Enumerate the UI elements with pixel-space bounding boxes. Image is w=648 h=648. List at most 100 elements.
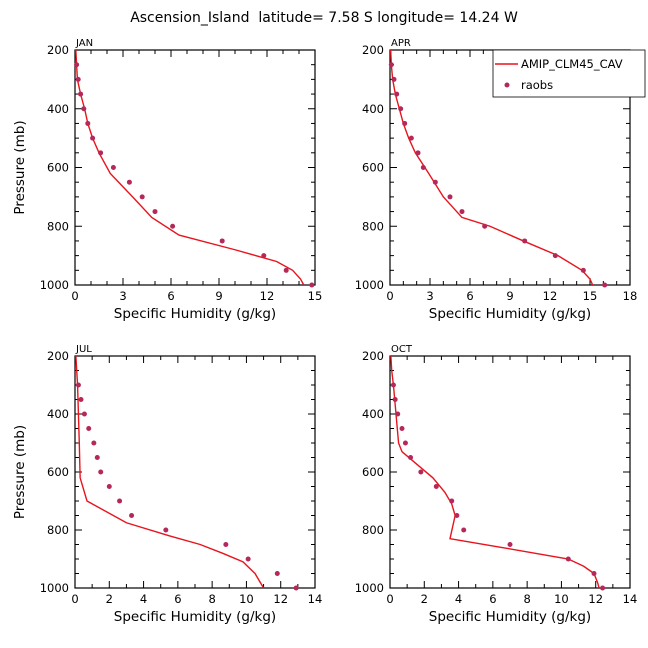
x-tick-label: 6	[466, 289, 473, 303]
obs-point	[602, 282, 608, 288]
x-tick-label: 0	[71, 592, 78, 606]
x-tick-label: 0	[386, 289, 393, 303]
obs-point	[391, 76, 397, 82]
obs-point	[75, 382, 81, 388]
obs-point	[75, 76, 81, 82]
y-tick-label: 200	[47, 43, 69, 57]
obs-point	[261, 253, 267, 259]
obs-point	[117, 498, 123, 504]
y-tick-label: 400	[47, 407, 69, 421]
obs-point	[402, 120, 408, 126]
obs-point	[129, 513, 135, 518]
x-tick-label: 0	[386, 592, 393, 606]
x-tick-label: 6	[174, 592, 181, 606]
y-tick-label: 1000	[355, 581, 384, 595]
panel-label: JAN	[75, 38, 93, 49]
obs-point	[402, 440, 408, 446]
y-tick-label: 800	[47, 523, 69, 537]
y-tick-label: 600	[362, 161, 384, 175]
x-tick-label: 18	[623, 289, 638, 303]
obs-point	[74, 62, 80, 68]
series-line-model	[390, 50, 594, 285]
obs-point	[139, 194, 145, 200]
obs-point	[420, 165, 426, 170]
x-tick-label: 14	[623, 592, 638, 606]
x-tick-label: 15	[308, 289, 323, 303]
obs-point	[482, 223, 488, 229]
x-tick-label: 10	[239, 592, 254, 606]
y-tick-label: 600	[362, 465, 384, 479]
obs-point	[78, 397, 84, 402]
y-tick-label: 400	[362, 102, 384, 116]
obs-point	[78, 91, 84, 97]
obs-point	[81, 411, 87, 417]
obs-point	[163, 527, 169, 533]
obs-point	[126, 179, 132, 185]
obs-point	[91, 440, 97, 446]
panel-label: APR	[391, 38, 411, 49]
obs-point	[94, 455, 100, 460]
x-tick-label: 3	[426, 289, 433, 303]
obs-point	[390, 382, 396, 388]
x-tick-label: 8	[523, 592, 530, 606]
obs-point	[418, 469, 424, 475]
obs-point	[85, 120, 91, 126]
x-tick-label: 0	[71, 289, 78, 303]
obs-point	[86, 426, 92, 431]
plot-frame	[74, 355, 316, 589]
obs-point	[392, 397, 398, 402]
obs-point	[447, 194, 453, 200]
y-axis-title: Pressure (mb)	[12, 120, 28, 214]
x-axis-title: Specific Humidity (g/kg)	[429, 306, 591, 322]
obs-point	[106, 484, 112, 489]
obs-point	[591, 571, 597, 576]
x-tick-label: 9	[215, 289, 222, 303]
y-tick-label: 200	[362, 349, 384, 363]
x-tick-label: 4	[455, 592, 462, 606]
y-tick-label: 200	[362, 43, 384, 57]
y-tick-label: 1000	[355, 278, 384, 292]
obs-point	[98, 469, 104, 475]
y-tick-label: 200	[47, 349, 69, 363]
obs-point	[152, 209, 158, 215]
obs-point	[394, 91, 400, 97]
obs-point	[600, 585, 606, 591]
obs-point	[459, 209, 465, 215]
legend-obs-swatch	[504, 82, 510, 88]
obs-point	[408, 455, 414, 460]
obs-point	[90, 135, 96, 141]
obs-point	[433, 484, 439, 489]
obs-point	[309, 282, 315, 288]
y-tick-label: 400	[47, 102, 69, 116]
legend-obs-label: raobs	[521, 78, 553, 92]
legend-model-label: AMIP_CLM45_CAV	[521, 57, 623, 71]
x-tick-label: 12	[273, 592, 288, 606]
y-axis-title: Pressure (mb)	[12, 425, 28, 519]
obs-point	[98, 150, 104, 156]
y-tick-label: 1000	[40, 581, 69, 595]
obs-point	[110, 165, 116, 170]
x-tick-label: 6	[167, 289, 174, 303]
panel-label: OCT	[391, 344, 413, 355]
x-tick-label: 15	[583, 289, 598, 303]
x-tick-label: 12	[588, 592, 603, 606]
obs-point	[219, 238, 225, 244]
obs-point	[461, 527, 467, 533]
obs-point	[565, 556, 571, 562]
panel-label: JUL	[75, 344, 92, 355]
x-axis-title: Specific Humidity (g/kg)	[114, 609, 276, 625]
obs-point	[580, 267, 586, 273]
obs-point	[388, 62, 394, 68]
obs-point	[449, 498, 455, 504]
y-tick-label: 400	[362, 407, 384, 421]
x-tick-label: 2	[106, 592, 113, 606]
obs-point	[395, 411, 401, 417]
x-tick-label: 8	[208, 592, 215, 606]
obs-point	[223, 542, 229, 547]
x-tick-label: 2	[421, 592, 428, 606]
x-axis-title: Specific Humidity (g/kg)	[429, 609, 591, 625]
